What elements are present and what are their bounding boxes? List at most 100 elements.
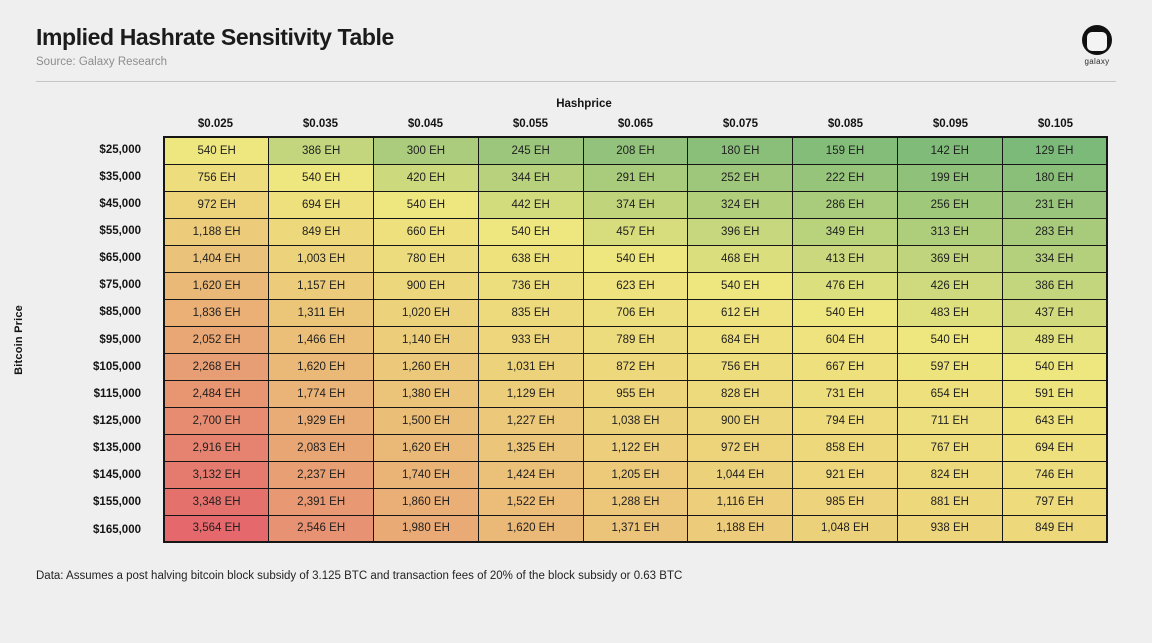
heatmap-row: 540 EH 386 EH 300 EH 245 EH 208 EH 180 EH 159 …: [163, 136, 1108, 165]
heatmap-cell: 540 EH: [268, 163, 375, 192]
heatmap-cell: 2,484 EH: [163, 379, 270, 408]
heatmap-cell: 344 EH: [477, 163, 584, 192]
galaxy-logo-square: [1087, 31, 1107, 51]
column-header: $0.065: [617, 118, 654, 130]
heatmap-row: 2,484 EH 1,774 EH 1,380 EH 1,129 EH 955 EH 82…: [163, 379, 1108, 408]
heatmap-cell: 597 EH: [896, 352, 1003, 381]
heatmap-cell: 426 EH: [896, 271, 1003, 300]
heatmap-cell: 900 EH: [687, 406, 794, 435]
heatmap-cell: 2,268 EH: [163, 352, 270, 381]
sensitivity-table-section: Hashprice $0.025 $0.035 $0.045 $0.055 $0.065…: [13, 98, 1108, 543]
heatmap-row: 1,404 EH 1,003 EH 780 EH 638 EH 540 EH 468 EH…: [163, 244, 1108, 273]
column-header: $0.085: [827, 118, 864, 130]
heatmap-cell: 324 EH: [687, 190, 794, 219]
heatmap-cell: 159 EH: [792, 136, 898, 165]
heatmap-cell: 457 EH: [582, 217, 689, 246]
heatmap-cell: 1,003 EH: [268, 244, 375, 273]
header-divider: [36, 81, 1116, 82]
heatmap-cell: 256 EH: [896, 190, 1003, 219]
heatmap-cell: 1,140 EH: [373, 325, 479, 354]
row-label: $45,000: [99, 197, 141, 210]
heatmap-cell: 231 EH: [1001, 190, 1108, 219]
heatmap-cell: 1,371 EH: [582, 514, 689, 543]
heatmap-cell: 1,038 EH: [582, 406, 689, 435]
heatmap-cell: 386 EH: [1001, 271, 1108, 300]
heatmap-cell: 731 EH: [792, 379, 898, 408]
heatmap-cell: 413 EH: [792, 244, 898, 273]
row-label: $145,000: [93, 469, 141, 482]
heatmap-cell: 369 EH: [896, 244, 1003, 273]
heatmap-cell: 334 EH: [1001, 244, 1108, 273]
heatmap-cell: 129 EH: [1001, 136, 1108, 165]
heatmap-cell: 1,466 EH: [268, 325, 375, 354]
heatmap-cell: 1,774 EH: [268, 379, 375, 408]
heatmap-cell: 1,227 EH: [477, 406, 584, 435]
heatmap-cell: 604 EH: [792, 325, 898, 354]
heatmap-cell: 706 EH: [582, 298, 689, 327]
heatmap-cell: 2,700 EH: [163, 406, 270, 435]
heatmap-cell: 933 EH: [477, 325, 584, 354]
row-label: $35,000: [99, 170, 141, 183]
heatmap-cell: 222 EH: [792, 163, 898, 192]
heatmap-cell: 540 EH: [477, 217, 584, 246]
heatmap-cell: 684 EH: [687, 325, 794, 354]
galaxy-logo-label: galaxy: [1084, 57, 1110, 66]
heatmap-cell: 1,122 EH: [582, 433, 689, 462]
column-header: $0.095: [932, 118, 969, 130]
heatmap-row: 2,916 EH 2,083 EH 1,620 EH 1,325 EH 1,122 EH…: [163, 433, 1108, 462]
heatmap-cell: 1,188 EH: [687, 514, 794, 543]
heatmap-cell: 489 EH: [1001, 325, 1108, 354]
heatmap-cell: 1,500 EH: [373, 406, 479, 435]
column-header: $0.075: [722, 118, 759, 130]
heatmap-cell: 849 EH: [268, 217, 375, 246]
heatmap-cell: 858 EH: [792, 433, 898, 462]
heatmap-table: 540 EH 386 EH 300 EH 245 EH 208 EH 180 EH 159 …: [163, 136, 1108, 543]
row-label: $65,000: [99, 252, 141, 265]
y-axis-title: Bitcoin Price: [13, 304, 25, 375]
galaxy-logo: galaxy: [1080, 25, 1114, 66]
row-label: $165,000: [93, 523, 141, 536]
heatmap-cell: 985 EH: [792, 487, 898, 516]
heatmap-cell: 2,083 EH: [268, 433, 375, 462]
heatmap-cell: 797 EH: [1001, 487, 1108, 516]
heatmap-cell: 1,620 EH: [268, 352, 375, 381]
row-label: $125,000: [93, 414, 141, 427]
heatmap-cell: 349 EH: [792, 217, 898, 246]
heatmap-cell: 938 EH: [896, 514, 1003, 543]
heatmap-cell: 1,860 EH: [373, 487, 479, 516]
heatmap-cell: 180 EH: [1001, 163, 1108, 192]
heatmap-cell: 835 EH: [477, 298, 584, 327]
heatmap-cell: 283 EH: [1001, 217, 1108, 246]
heatmap-cell: 1,325 EH: [477, 433, 584, 462]
heatmap-row: 3,132 EH 2,237 EH 1,740 EH 1,424 EH 1,205 EH…: [163, 460, 1108, 489]
heatmap-cell: 623 EH: [582, 271, 689, 300]
heatmap-cell: 1,380 EH: [373, 379, 479, 408]
row-label: $75,000: [99, 279, 141, 292]
heatmap-cell: 300 EH: [373, 136, 479, 165]
heatmap-cell: 442 EH: [477, 190, 584, 219]
heatmap-cell: 1,620 EH: [373, 433, 479, 462]
heatmap-cell: 2,916 EH: [163, 433, 270, 462]
row-label: $105,000: [93, 360, 141, 373]
source-caption: Source: Galaxy Research: [36, 56, 168, 68]
heatmap-cell: 1,620 EH: [477, 514, 584, 543]
row-label: $95,000: [99, 333, 141, 346]
heatmap-row: 756 EH 540 EH 420 EH 344 EH 291 EH 252 EH 222 …: [163, 163, 1108, 192]
heatmap-cell: 540 EH: [163, 136, 270, 165]
heatmap-cell: 1,048 EH: [792, 514, 898, 543]
heatmap-cell: 437 EH: [1001, 298, 1108, 327]
heatmap-cell: 694 EH: [1001, 433, 1108, 462]
heatmap-cell: 824 EH: [896, 460, 1003, 489]
heatmap-cell: 643 EH: [1001, 406, 1108, 435]
heatmap-cell: 1,020 EH: [373, 298, 479, 327]
heatmap-cell: 1,424 EH: [477, 460, 584, 489]
heatmap-cell: 746 EH: [1001, 460, 1108, 489]
heatmap-cell: 1,116 EH: [687, 487, 794, 516]
heatmap-row: 972 EH 694 EH 540 EH 442 EH 374 EH 324 EH 286 …: [163, 190, 1108, 219]
heatmap-cell: 612 EH: [687, 298, 794, 327]
heatmap-cell: 252 EH: [687, 163, 794, 192]
galaxy-logo-icon: [1082, 25, 1112, 55]
heatmap-row: 1,836 EH 1,311 EH 1,020 EH 835 EH 706 EH 612 …: [163, 298, 1108, 327]
heatmap-cell: 396 EH: [687, 217, 794, 246]
row-label: $25,000: [99, 143, 141, 156]
